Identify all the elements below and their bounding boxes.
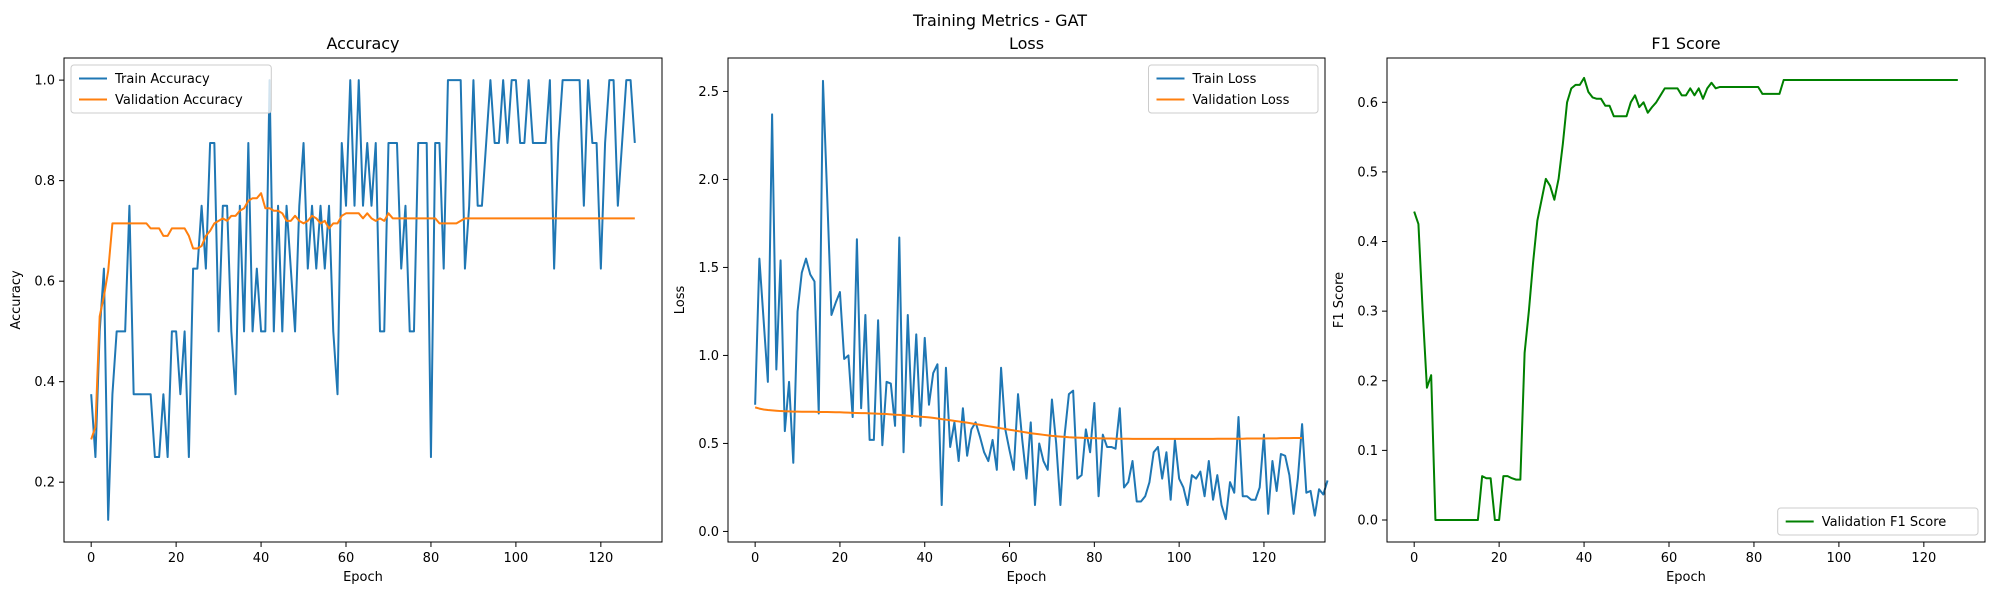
series-line-1: [90, 79, 636, 521]
legend: Train Accuracy Validation Accuracy: [70, 64, 272, 114]
y-tick-label: 0.1: [1357, 444, 1378, 459]
x-tick-label: 0: [1410, 551, 1418, 566]
x-tick-label: 0: [751, 551, 759, 566]
y-tick-label: 0.8: [34, 174, 55, 189]
y-tick-label: 0.6: [1357, 96, 1378, 111]
plot-frame: [1386, 57, 1986, 543]
y-tick-label: 0.2: [34, 476, 55, 491]
series-line-1: [754, 79, 1329, 521]
legend-box: [1777, 507, 1979, 536]
y-tick-label: 1.5: [698, 261, 719, 276]
y-axis-label: Loss: [673, 286, 688, 315]
x-tick-label: 100: [503, 551, 528, 566]
series-line-2: [754, 406, 1303, 440]
subplot-1: 0 20 40 60 80 100 120 0.2 0.4 0.6 0.8 1.0 Accuracy Ep…: [9, 34, 663, 585]
x-axis-label: Epoch: [1007, 570, 1047, 585]
x-tick-label: 20: [1491, 551, 1508, 566]
y-axis-label: F1 Score: [1332, 272, 1347, 328]
legend-label: Validation Loss: [1193, 93, 1290, 108]
x-tick-label: 40: [1576, 551, 1593, 566]
y-tick-label: 2.5: [698, 85, 719, 100]
legend-box: [1148, 64, 1319, 114]
y-tick-label: 0.5: [1357, 165, 1378, 180]
y-tick-label: 0.4: [34, 375, 55, 390]
subplot-title: Accuracy: [326, 34, 399, 53]
y-tick-label: 0.3: [1357, 305, 1378, 320]
x-tick-label: 60: [1001, 551, 1018, 566]
y-tick-label: 0.2: [1357, 374, 1378, 389]
x-tick-label: 100: [1826, 551, 1851, 566]
x-tick-label: 60: [338, 551, 355, 566]
y-axis-label: Accuracy: [9, 270, 24, 330]
legend-label: Train Loss: [1192, 72, 1257, 87]
x-tick-label: 40: [916, 551, 933, 566]
x-tick-label: 100: [1167, 551, 1192, 566]
x-axis-label: Epoch: [1666, 570, 1706, 585]
subplot-3: 0 20 40 60 80 100 120 0.0 0.1 0.2 0.3 0.4 0.5 0.6 F1 S…: [1332, 34, 1986, 585]
x-axis-label: Epoch: [343, 570, 383, 585]
y-tick-label: 0.6: [34, 275, 55, 290]
subplots: 0 20 40 60 80 100 120 0.2 0.4 0.6 0.8 1.0 Accuracy Ep…: [9, 34, 1986, 585]
x-tick-label: 20: [168, 551, 185, 566]
x-tick-label: 0: [87, 551, 95, 566]
y-tick-label: 2.0: [698, 173, 719, 188]
x-tick-label: 40: [253, 551, 270, 566]
legend-label: Validation Accuracy: [115, 93, 243, 108]
subplot-title: F1 Score: [1651, 34, 1720, 53]
series-line-2: [90, 192, 635, 440]
legend: Train Loss Validation Loss: [1148, 64, 1319, 114]
legend: Validation F1 Score: [1777, 507, 1979, 536]
legend-label: Validation F1 Score: [1822, 515, 1947, 530]
x-tick-label: 120: [1252, 551, 1277, 566]
x-tick-label: 60: [1661, 551, 1678, 566]
y-tick-label: 0.0: [698, 525, 719, 540]
x-tick-label: 120: [588, 551, 613, 566]
y-tick-label: 1.0: [698, 349, 719, 364]
y-tick-label: 1.0: [34, 74, 55, 89]
x-tick-label: 80: [423, 551, 440, 566]
plot-frame: [63, 57, 663, 543]
x-tick-label: 20: [832, 551, 849, 566]
subplot-title: Loss: [1009, 34, 1044, 53]
y-tick-label: 0.0: [1357, 514, 1378, 529]
plot-frame: [727, 57, 1326, 543]
y-tick-label: 0.4: [1357, 235, 1378, 250]
legend-label: Train Accuracy: [114, 72, 210, 87]
legend-box: [70, 64, 272, 114]
series-line-1: [1413, 76, 1958, 521]
figure-title: Training Metrics - GAT: [912, 11, 1087, 30]
subplot-2: 0 20 40 60 80 100 120 0.0 0.5 1.0 1.5 2.0 2.5 Loss Epo…: [673, 34, 1329, 585]
x-tick-label: 80: [1086, 551, 1103, 566]
x-tick-label: 80: [1746, 551, 1763, 566]
y-tick-label: 0.5: [698, 437, 719, 452]
x-tick-label: 120: [1911, 551, 1936, 566]
